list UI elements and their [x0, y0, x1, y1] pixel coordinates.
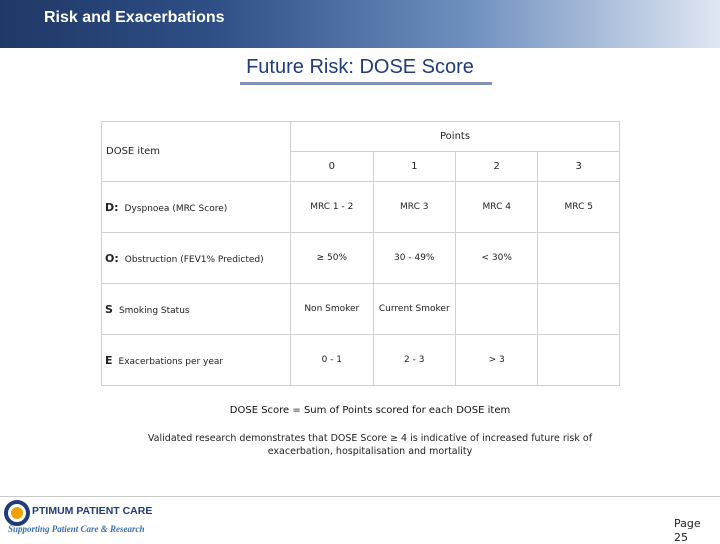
- table-cell: [537, 334, 620, 386]
- table-cell: Non Smoker: [290, 283, 374, 335]
- table-row: E Exacerbations per year 0 - 1 2 - 3 > 3: [100, 334, 620, 386]
- title-underline: [240, 82, 492, 85]
- optimum-o-logo-icon: [4, 500, 30, 526]
- footer-divider: [0, 496, 720, 497]
- table-cell: 2 - 3: [372, 334, 457, 386]
- row-letter: S: [105, 302, 113, 316]
- dose-item-header: DOSE item: [100, 121, 292, 182]
- points-column-3: 3: [537, 151, 620, 182]
- table-cell: 0 - 1: [290, 334, 374, 386]
- table-cell: 30 - 49%: [372, 232, 457, 284]
- table-cell: ≥ 50%: [290, 232, 374, 284]
- validation-note: Validated research demonstrates that DOS…: [147, 433, 593, 457]
- table-cell: Current Smoker: [372, 283, 457, 335]
- table-cell: MRC 5: [537, 181, 620, 233]
- row-label: O: Obstruction (FEV1% Predicted): [100, 232, 292, 284]
- page-number: 25: [674, 531, 688, 544]
- table-cell: [537, 283, 620, 335]
- row-label: E Exacerbations per year: [100, 334, 292, 386]
- row-label-text: Dyspnoea (MRC Score): [124, 203, 228, 214]
- optimum-patient-care-logo: PTIMUM PATIENT CARE Supporting Patient C…: [4, 498, 179, 538]
- points-column-0: 0: [290, 151, 374, 182]
- row-letter: D:: [105, 200, 119, 214]
- points-column-2: 2: [454, 151, 539, 182]
- row-label-text: Smoking Status: [118, 305, 190, 316]
- logo-name: PTIMUM PATIENT CARE: [32, 505, 153, 517]
- dose-score-formula: DOSE Score = Sum of Points scored for ea…: [229, 405, 511, 416]
- points-header: Points: [290, 121, 620, 152]
- slide-title: Future Risk: DOSE Score: [246, 56, 474, 78]
- row-label-text: Obstruction (FEV1% Predicted): [124, 254, 264, 265]
- page-label: Page: [674, 517, 701, 530]
- row-label: S Smoking Status: [100, 283, 292, 335]
- table-cell: MRC 4: [454, 181, 539, 233]
- table-cell: > 3: [454, 334, 539, 386]
- header-banner: Risk and Exacerbations: [0, 0, 720, 48]
- table-row: S Smoking Status Non Smoker Current Smoke…: [100, 283, 620, 335]
- header-title: Risk and Exacerbations: [44, 9, 225, 26]
- row-label: D: Dyspnoea (MRC Score): [100, 181, 292, 233]
- table-cell: MRC 1 - 2: [290, 181, 374, 233]
- row-label-text: Exacerbations per year: [118, 356, 224, 367]
- table-row: D: Dyspnoea (MRC Score) MRC 1 - 2 MRC 3 M…: [100, 181, 620, 233]
- points-column-1: 1: [372, 151, 457, 182]
- logo-tagline: Supporting Patient Care & Research: [8, 524, 145, 534]
- row-letter: O:: [105, 251, 119, 265]
- table-cell: MRC 3: [372, 181, 457, 233]
- table-row: O: Obstruction (FEV1% Predicted) ≥ 50% 30…: [100, 232, 620, 284]
- table-cell: [454, 283, 539, 335]
- table-cell: < 30%: [454, 232, 539, 284]
- table-cell: [537, 232, 620, 284]
- dose-table: DOSE item Points 0 1 2 3 D: Dyspnoea (MRC…: [100, 121, 620, 386]
- row-letter: E: [105, 353, 113, 367]
